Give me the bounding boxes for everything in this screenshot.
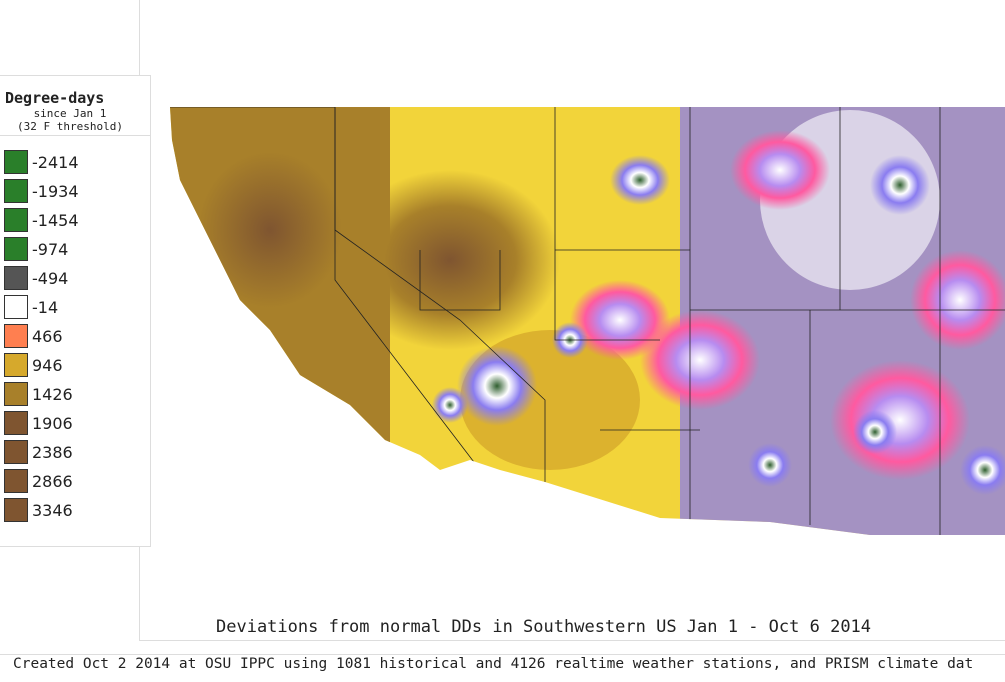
legend-item: 2386	[4, 439, 73, 465]
legend-label: 1426	[32, 384, 73, 404]
legend-label: -2414	[32, 152, 79, 172]
legend-label: -1934	[32, 181, 79, 201]
legend-swatch	[4, 295, 28, 319]
legend-swatch	[4, 498, 28, 522]
legend-label: 466	[32, 326, 63, 346]
legend-item: 3346	[4, 497, 73, 523]
legend-label: 2386	[32, 442, 73, 462]
legend-label: -14	[32, 297, 59, 317]
map-region	[170, 107, 1005, 535]
legend-swatch	[4, 208, 28, 232]
legend-swatch	[4, 411, 28, 435]
legend-swatch	[4, 382, 28, 406]
legend-item: 466	[4, 323, 63, 349]
map-title: Deviations from normal DDs in Southweste…	[216, 617, 872, 637]
legend-swatch	[4, 469, 28, 493]
legend-item: -974	[4, 236, 68, 262]
legend-swatch	[4, 179, 28, 203]
legend: Degree-days since Jan 1 (32 F threshold)…	[0, 75, 151, 547]
legend-label: 946	[32, 355, 63, 375]
legend-item: -494	[4, 265, 68, 291]
legend-divider	[0, 135, 150, 136]
legend-label: 2866	[32, 471, 73, 491]
legend-label: -1454	[32, 210, 79, 230]
legend-title: Degree-days	[5, 89, 105, 107]
legend-item: -1454	[4, 207, 79, 233]
legend-swatch	[4, 324, 28, 348]
legend-swatch	[4, 440, 28, 464]
legend-threshold: (32 F threshold)	[17, 120, 123, 133]
legend-item: -1934	[4, 178, 79, 204]
legend-item: 2866	[4, 468, 73, 494]
legend-item: 946	[4, 352, 63, 378]
legend-swatch	[4, 353, 28, 377]
legend-item: -14	[4, 294, 58, 320]
legend-swatch	[4, 150, 28, 174]
frame-line	[139, 640, 1005, 641]
frame-line	[0, 654, 1005, 655]
legend-swatch	[4, 266, 28, 290]
legend-item: 1426	[4, 381, 73, 407]
legend-item: 1906	[4, 410, 73, 436]
footer-credit: Created Oct 2 2014 at OSU IPPC using 108…	[13, 656, 974, 672]
legend-item: -2414	[4, 149, 79, 175]
legend-label: -974	[32, 239, 69, 259]
legend-swatch	[4, 237, 28, 261]
legend-subtitle: since Jan 1	[33, 107, 107, 120]
legend-label: -494	[32, 268, 69, 288]
legend-label: 1906	[32, 413, 73, 433]
legend-label: 3346	[32, 500, 73, 520]
